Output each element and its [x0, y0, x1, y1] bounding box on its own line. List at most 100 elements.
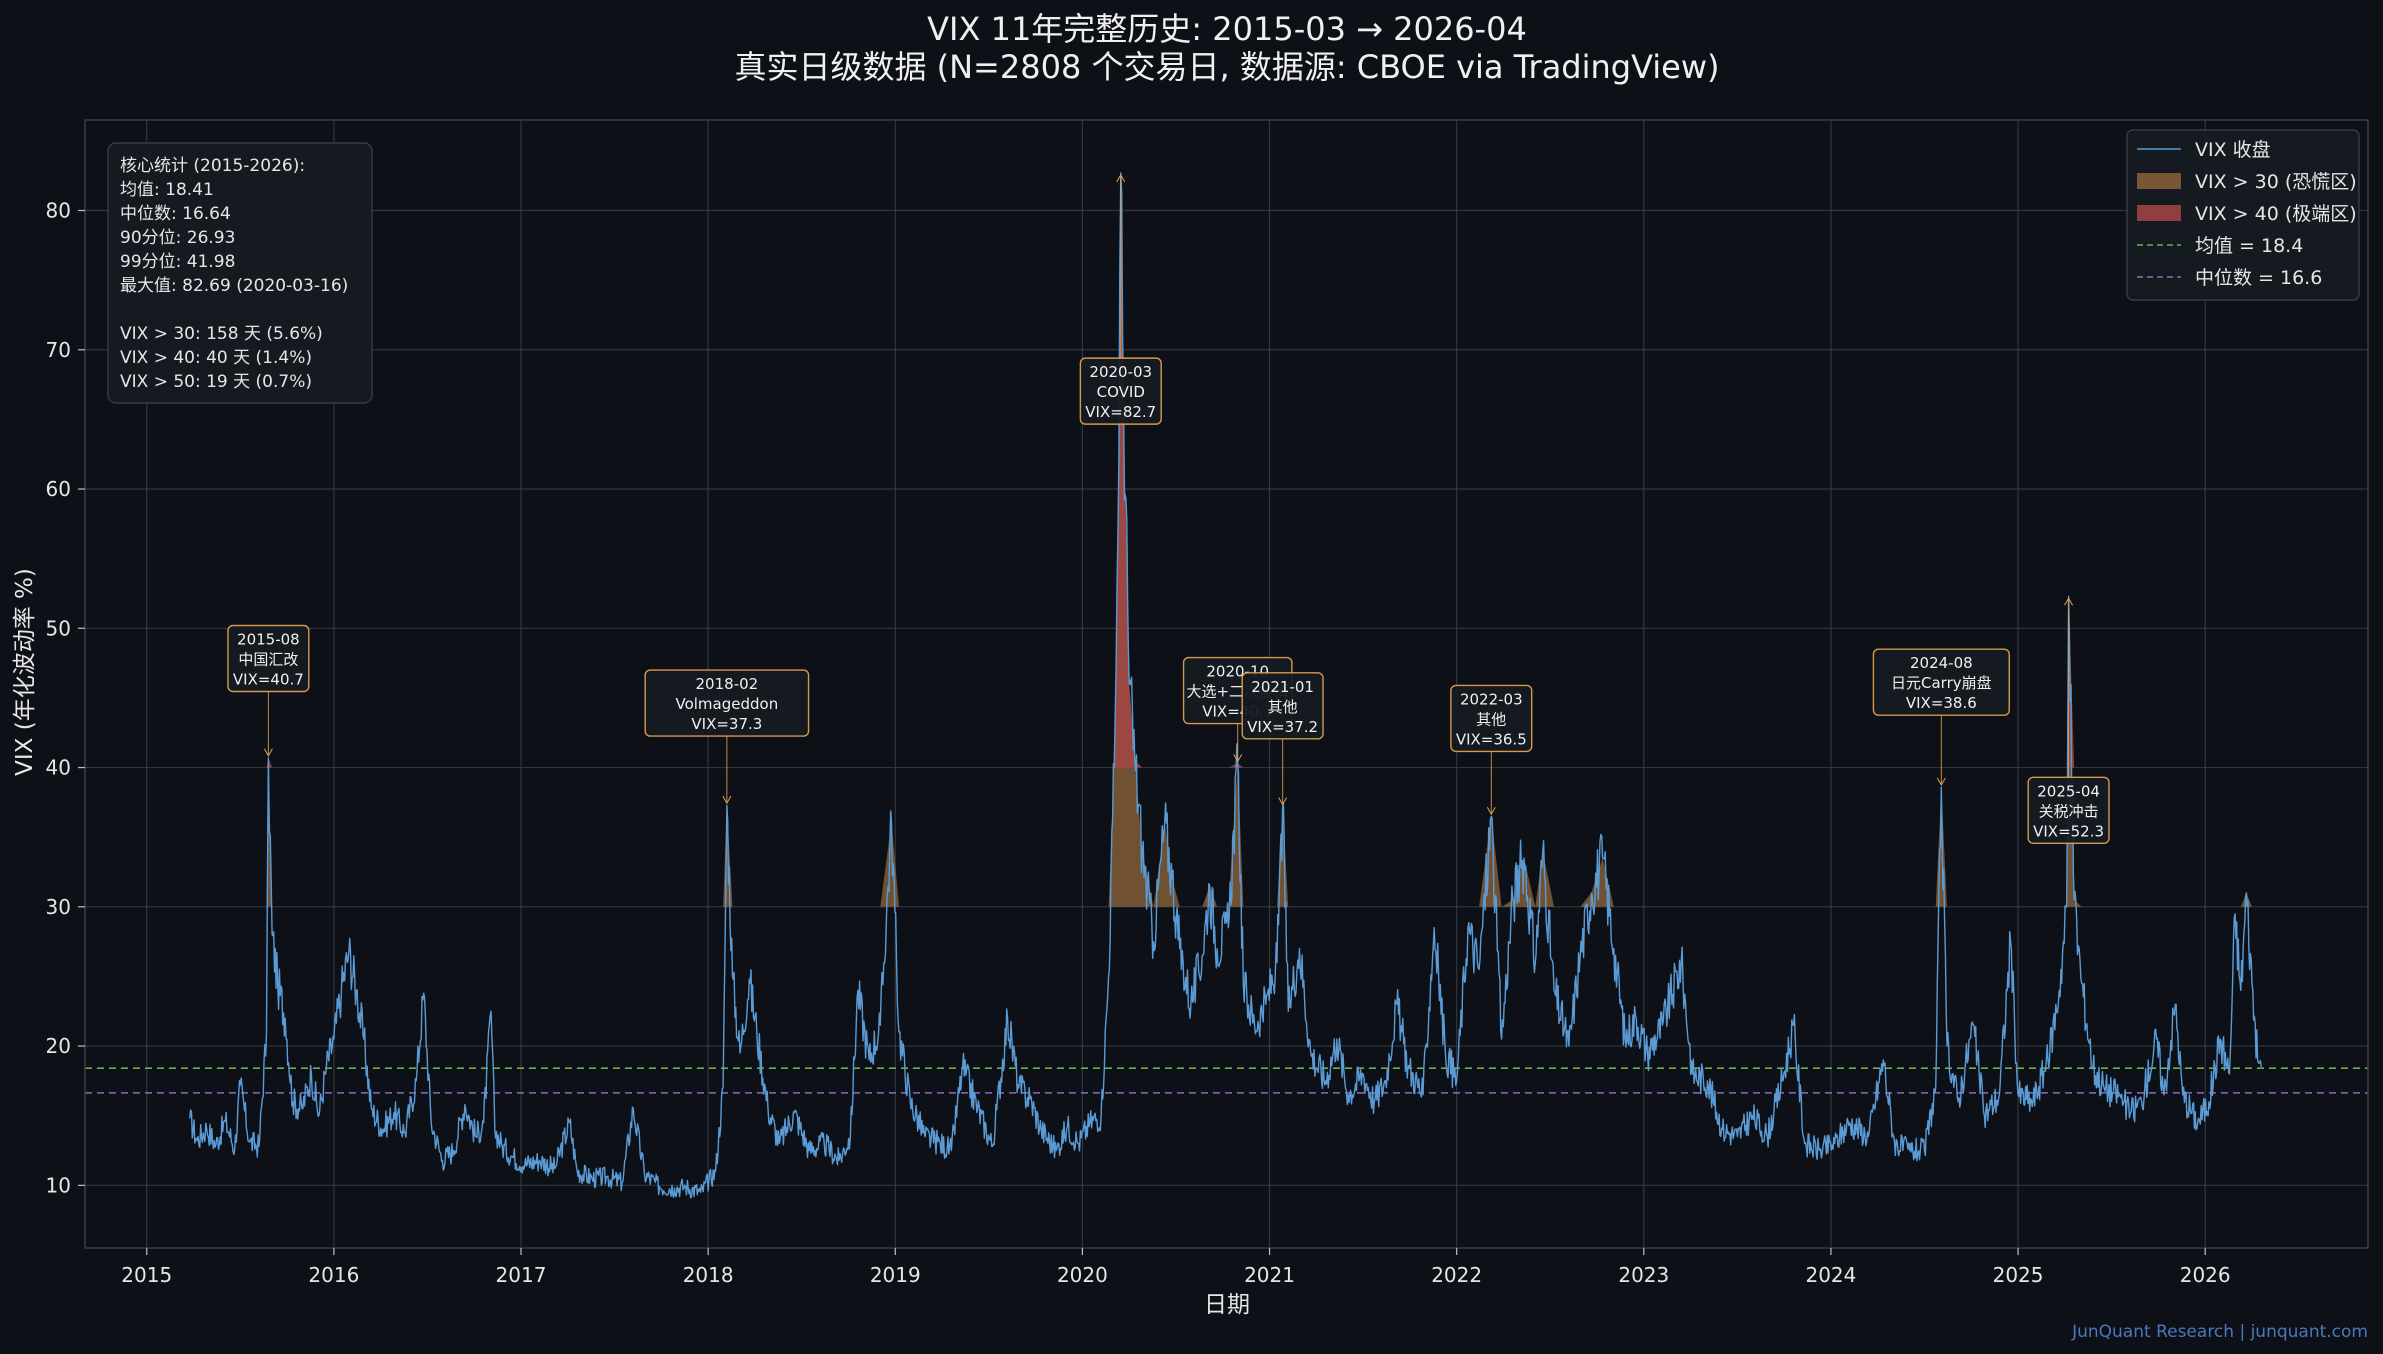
x-tick-label: 2023 [1618, 1263, 1669, 1287]
annotation-text: 2022-03 [1460, 690, 1523, 708]
stats-line: 90分位: 26.93 [120, 228, 235, 248]
threshold-fills [189, 172, 2262, 907]
annotation-text: 2020-03 [1089, 363, 1152, 381]
grid-lines [85, 120, 2368, 1248]
x-tick-label: 2019 [870, 1263, 921, 1287]
annotation-text: VIX=37.2 [1247, 718, 1318, 736]
annotation-2025-04: 2025-04 关税冲击 VIX=52.3 [2027, 597, 2110, 845]
annotation-text: 关税冲击 [2039, 802, 2099, 820]
annotation-box [2027, 776, 2110, 845]
legend: VIX 收盘 VIX > 30 (恐慌区) VIX > 40 (极端区) 均值 = 1… [2126, 129, 2360, 301]
y-tick-label: 50 [46, 616, 71, 640]
annotation-arrow-head [1233, 754, 1243, 763]
x-tick-label: 2025 [1993, 1263, 2044, 1287]
legend-label: VIX > 40 (极端区) [2195, 203, 2357, 225]
y-axis-label: VIX (年化波动率 %) [12, 568, 38, 776]
annotation-text: 日元Carry崩盘 [1891, 674, 1992, 692]
x-tick-label: 2026 [2180, 1263, 2231, 1287]
stats-line: 最大值: 82.69 (2020-03-16) [120, 276, 348, 296]
annotation-text: 2024-08 [1910, 654, 1973, 672]
legend-bg [2126, 129, 2360, 301]
stats-box-bg [107, 142, 373, 404]
annotation-text: Volmageddon [675, 695, 778, 713]
annotation-box [1241, 672, 1324, 740]
x-tick-label: 2016 [308, 1263, 359, 1287]
x-tick-label: 2017 [496, 1263, 547, 1287]
annotation-arrow-head [1936, 777, 1946, 787]
annotation-arrow-head [1486, 807, 1496, 816]
annotation-text: VIX=40.7 [233, 671, 304, 689]
legend-label: 中位数 = 16.6 [2195, 267, 2322, 289]
annotation-box [1079, 357, 1162, 425]
y-tick-label: 40 [46, 756, 71, 780]
x-tick-label: 2024 [1805, 1263, 1856, 1287]
annotation-text: 2021-01 [1251, 678, 1314, 696]
annotation-text: VIX=37.3 [691, 715, 762, 733]
vix-series [189, 172, 2262, 1199]
annotation-text: VIX=82.7 [1085, 403, 1156, 421]
x-tick-label: 2018 [683, 1263, 734, 1287]
stats-line: VIX > 50: 19 天 (0.7%) [120, 372, 312, 392]
y-tick-label: 70 [46, 338, 71, 362]
annotation-2021-01: 2021-01 其他 VIX=37.2 [1241, 672, 1324, 806]
annotation-2015-08: 2015-08 中国汇改 VIX=40.7 [227, 624, 310, 757]
annotation-text: 其他 [1476, 710, 1506, 728]
legend-swatch-patch [2137, 205, 2181, 221]
annotation-text: 其他 [1268, 698, 1298, 716]
annotation-box [1872, 648, 2010, 716]
x-tick-label: 2021 [1244, 1263, 1295, 1287]
stats-box: 核心统计 (2015-2026): 均值: 18.41 中位数: 16.64 9… [107, 142, 373, 404]
annotation-text: VIX=52.3 [2033, 822, 2104, 840]
legend-swatch-patch [2137, 173, 2181, 189]
event-annotations: 2015-08 中国汇改 VIX=40.7 2018-02 Volmageddon VIX… [227, 173, 2110, 845]
annotation-box [1450, 684, 1533, 753]
annotation-2018-02: 2018-02 Volmageddon VIX=37.3 [644, 669, 810, 805]
y-tick-label: 20 [46, 1034, 71, 1058]
y-tick-label: 60 [46, 477, 71, 501]
annotation-text: VIX=36.5 [1456, 730, 1527, 748]
chart-title-line1: VIX 11年完整历史: 2015-03 → 2026-04 [927, 10, 1527, 48]
annotation-arrow-head [263, 748, 273, 757]
panic-zone-fill [189, 172, 2262, 907]
y-tick-label: 10 [46, 1173, 71, 1197]
annotation-arrow-head [1278, 797, 1288, 806]
annotation-text: 2025-04 [2037, 782, 2100, 800]
reference-lines [85, 1067, 2368, 1094]
annotation-text: 2018-02 [696, 675, 759, 693]
y-tick-label: 80 [46, 199, 71, 223]
annotation-2020-03: 2020-03 COVID VIX=82.7 [1079, 173, 1162, 425]
stats-line: 中位数: 16.64 [120, 204, 231, 224]
x-axis-label: 日期 [1204, 1292, 1250, 1318]
annotation-text: VIX=38.6 [1906, 694, 1977, 712]
chart-title-line2: 真实日级数据 (N=2808 个交易日, 数据源: CBOE via Tradi… [734, 48, 1719, 86]
stats-line: 核心统计 (2015-2026): [120, 156, 305, 176]
legend-label: VIX 收盘 [2195, 139, 2271, 161]
annotation-text: 中国汇改 [238, 651, 298, 669]
stats-line: 均值: 18.41 [120, 180, 214, 200]
vix-close-line [189, 172, 2262, 1199]
annotation-box [227, 624, 310, 693]
y-tick-label: 30 [46, 895, 71, 919]
plot-frame [84, 119, 2369, 1249]
stats-line: 99分位: 41.98 [120, 252, 235, 272]
x-tick-label: 2022 [1431, 1263, 1482, 1287]
x-tick-label: 2015 [121, 1263, 172, 1287]
annotation-arrow-head [722, 795, 732, 805]
y-axis-ticks: 10 20 30 40 50 60 70 80 [46, 199, 85, 1197]
x-axis-ticks: 2015 2016 2017 2018 2019 2020 2021 2022 2023 2024… [121, 1248, 2231, 1287]
annotation-2024-08: 2024-08 日元Carry崩盘 VIX=38.6 [1872, 648, 2010, 787]
legend-label: 均值 = 18.4 [2195, 235, 2303, 257]
annotation-arrow-head [1116, 173, 1126, 183]
x-tick-label: 2020 [1057, 1263, 1108, 1287]
annotation-box [644, 669, 810, 737]
annotation-text: COVID [1097, 383, 1145, 401]
annotation-2022-03: 2022-03 其他 VIX=36.5 [1450, 684, 1533, 816]
annotation-arrow-head [2064, 597, 2074, 606]
annotation-text: 2015-08 [237, 631, 300, 649]
watermark: JunQuant Research | junquant.com [2071, 1322, 2368, 1342]
stats-line: VIX > 30: 158 天 (5.6%) [120, 324, 323, 344]
stats-line: VIX > 40: 40 天 (1.4%) [120, 348, 312, 368]
legend-label: VIX > 30 (恐慌区) [2195, 171, 2357, 193]
